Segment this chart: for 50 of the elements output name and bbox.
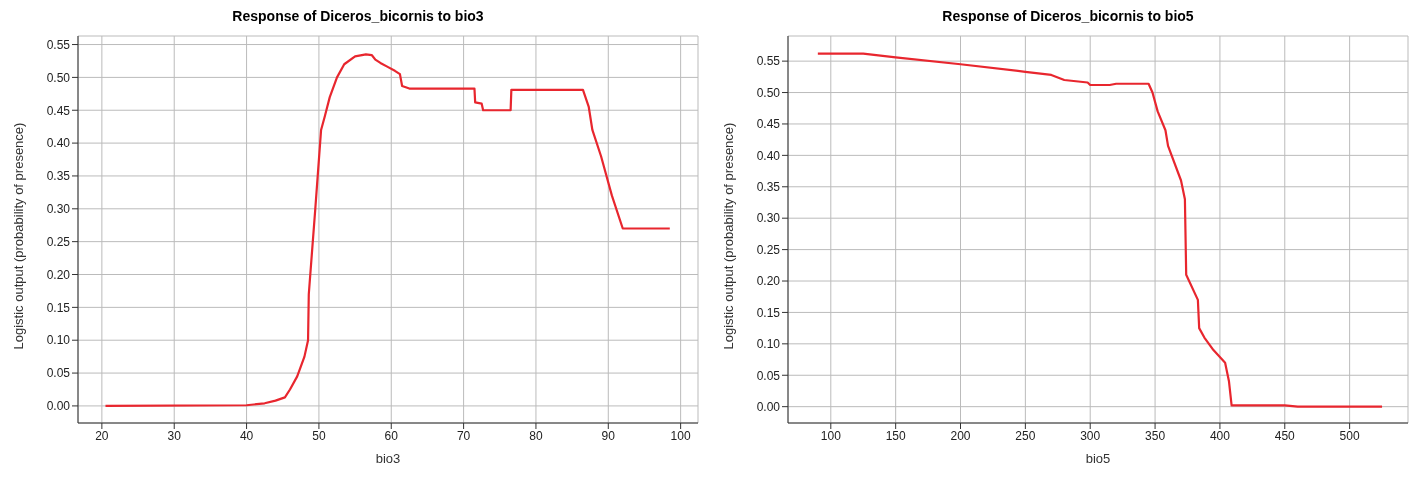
x-tick-label: 250	[1015, 428, 1036, 443]
x-tick-label: 350	[1145, 428, 1166, 443]
y-tick-label: 0.50	[46, 70, 71, 85]
x-tick-label: 30	[167, 428, 182, 443]
y-axis-title: Logistic output (probability of presence)	[10, 122, 26, 350]
x-tick-label: 200	[950, 428, 971, 443]
y-tick-label: 0.30	[46, 202, 71, 217]
y-tick-label: 0.00	[756, 399, 781, 414]
y-tick-label: 0.45	[756, 117, 781, 132]
x-tick-label: 100	[670, 428, 691, 443]
y-tick-label: 0.05	[756, 368, 781, 383]
y-axis-title: Logistic output (probability of presence)	[720, 122, 736, 350]
y-tick-label: 0.35	[46, 169, 71, 184]
y-tick-label: 0.25	[46, 234, 71, 249]
line-series	[816, 52, 1384, 408]
chart-title: Response of Diceros_bicornis to bio3	[231, 8, 485, 26]
x-tick-label: 150	[885, 428, 906, 443]
y-tick-label: 0.20	[756, 274, 781, 289]
y-tick-label: 0.25	[756, 242, 781, 257]
y-tick-label: 0.35	[756, 180, 781, 195]
x-tick-label: 100	[820, 428, 842, 443]
x-axis-title: bio3	[375, 451, 401, 466]
y-tick-label: 0.45	[46, 103, 71, 118]
x-tick-label: 60	[384, 428, 399, 443]
x-tick-label: 50	[312, 428, 326, 443]
x-tick-label: 90	[601, 428, 616, 443]
x-tick-label: 40	[239, 428, 254, 443]
y-tick-label: 0.40	[756, 148, 781, 163]
y-tick-label: 0.00	[46, 399, 71, 414]
y-tick-label: 0.20	[46, 267, 71, 282]
y-tick-label: 0.15	[46, 300, 71, 315]
y-tick-label: 0.55	[46, 37, 71, 52]
y-tick-label: 0.10	[46, 333, 71, 348]
x-tick-label: 500	[1339, 428, 1360, 443]
y-tick-label: 0.55	[756, 54, 781, 69]
y-tick-label: 0.10	[756, 337, 781, 352]
y-tick-label: 0.40	[46, 136, 71, 151]
y-tick-label: 0.15	[756, 305, 781, 320]
y-tick-label: 0.30	[756, 211, 781, 226]
x-tick-label: 70	[456, 428, 471, 443]
y-tick-label: 0.05	[46, 366, 71, 381]
x-tick-label: 450	[1274, 428, 1296, 443]
chart-title: Response of Diceros_bicornis to bio5	[941, 8, 1195, 26]
x-tick-label: 400	[1209, 428, 1231, 443]
line-series	[104, 53, 671, 408]
y-tick-label: 0.50	[756, 85, 781, 100]
x-tick-label: 20	[95, 428, 109, 443]
x-axis-title: bio5	[1085, 451, 1111, 466]
x-tick-label: 300	[1080, 428, 1101, 443]
x-tick-label: 80	[529, 428, 543, 443]
